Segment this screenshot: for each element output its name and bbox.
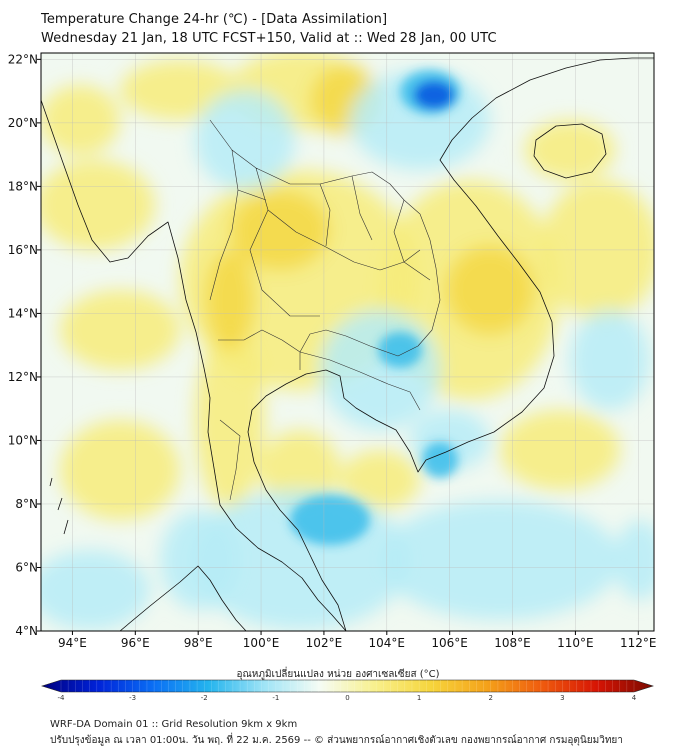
cool-area (320, 310, 440, 430)
lat-tick-label: 16°N (8, 243, 38, 257)
lon-tick-label: 112°E (620, 636, 657, 650)
geography-lines (41, 57, 654, 631)
lon-tick-label: 94°E (58, 636, 87, 650)
warm-core (230, 190, 330, 270)
colorbar-tick-labels: -4 -3 -2 -1 0 1 2 3 4 (58, 694, 637, 702)
colorbar-tick-label: -3 (129, 694, 136, 702)
lon-tick-label: 96°E (121, 636, 150, 650)
lon-tick-label: 104°E (369, 636, 406, 650)
hainan-coast (533, 123, 607, 179)
longitude-tick-labels: 94°E 96°E 98°E 100°E 102°E 104°E 106°E 108°E 110… (58, 631, 657, 650)
colorbar-tick-label: 2 (489, 694, 493, 702)
warm-core (445, 245, 535, 335)
lat-tick-label: 18°N (8, 179, 38, 193)
sumatra-coast (119, 565, 247, 631)
cool-core (290, 495, 370, 545)
colorbar-tick-label: -2 (201, 694, 208, 702)
warm-area (41, 160, 155, 250)
colorbar-tick-label: 0 (345, 694, 349, 702)
colorbar-tick-label: 1 (417, 694, 421, 702)
lon-tick-label: 106°E (431, 636, 468, 650)
map-subtitle: Wednesday 21 Jan, 18 UTC FCST+150, Valid… (41, 31, 497, 46)
cool-core (422, 442, 458, 478)
lat-tick-label: 12°N (8, 370, 38, 384)
lat-tick-label: 20°N (8, 116, 38, 130)
warm-area (41, 85, 120, 155)
colorbar-tick-label: 4 (632, 694, 637, 702)
colorbar: -4 -3 -2 -1 0 1 2 3 4 (41, 679, 654, 702)
cool-area (195, 90, 295, 190)
lon-tick-label: 102°E (306, 636, 343, 650)
warm-area (260, 430, 340, 510)
lon-tick-label: 108°E (494, 636, 531, 650)
lon-tick-label: 100°E (243, 636, 280, 650)
temperature-field (41, 53, 654, 631)
lat-tick-label: 4°N (15, 624, 38, 638)
warm-core (205, 250, 255, 350)
cool-area (380, 500, 620, 620)
colorbar-tick-label: 3 (560, 694, 564, 702)
cold-core (414, 81, 454, 109)
warm-area (340, 450, 420, 510)
latitude-tick-labels: 22°N 20°N 18°N 16°N 14°N 12°N 10°N 8°N 6°N 4°N (8, 52, 41, 638)
lat-tick-label: 6°N (15, 560, 38, 574)
colorbar-tick-label: -4 (58, 694, 66, 702)
lat-tick-label: 8°N (15, 497, 38, 511)
lat-tick-label: 22°N (8, 52, 38, 66)
lat-tick-label: 10°N (8, 433, 38, 447)
map-frame (40, 52, 655, 632)
warm-area (60, 290, 180, 370)
cool-area (615, 520, 654, 600)
colorbar-tick-label: -1 (272, 694, 279, 702)
cool-area (160, 510, 240, 610)
lon-tick-label: 110°E (557, 636, 594, 650)
warm-area (195, 330, 265, 510)
country-borders (209, 119, 441, 501)
cool-area (41, 550, 150, 630)
warm-area (525, 120, 615, 180)
warm-area (500, 410, 620, 490)
coastline (41, 57, 654, 631)
warm-area (60, 420, 180, 520)
footer-domain-info: WRF-DA Domain 01 :: Grid Resolution 9km … (50, 719, 298, 730)
lon-tick-label: 98°E (184, 636, 213, 650)
cool-area (570, 310, 650, 410)
andaman-islands (49, 477, 69, 535)
colorbar-title: อุณหภูมิเปลี่ยนแปลง หน่วย องศาเซลเซียส (… (236, 669, 440, 680)
cool-core (378, 332, 422, 368)
map-title: Temperature Change 24-hr (℃) - [Data Ass… (41, 12, 388, 27)
lat-tick-label: 14°N (8, 306, 38, 320)
footer-update-info: ปรับปรุงข้อมูล ณ เวลา 01:00น. วัน พฤ. ที… (50, 735, 623, 746)
